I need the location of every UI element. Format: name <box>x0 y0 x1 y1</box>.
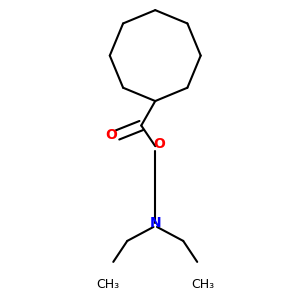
Text: O: O <box>153 137 165 152</box>
Text: O: O <box>106 128 118 142</box>
Text: CH₃: CH₃ <box>97 278 120 291</box>
Text: CH₃: CH₃ <box>191 278 214 291</box>
Text: N: N <box>149 216 161 230</box>
